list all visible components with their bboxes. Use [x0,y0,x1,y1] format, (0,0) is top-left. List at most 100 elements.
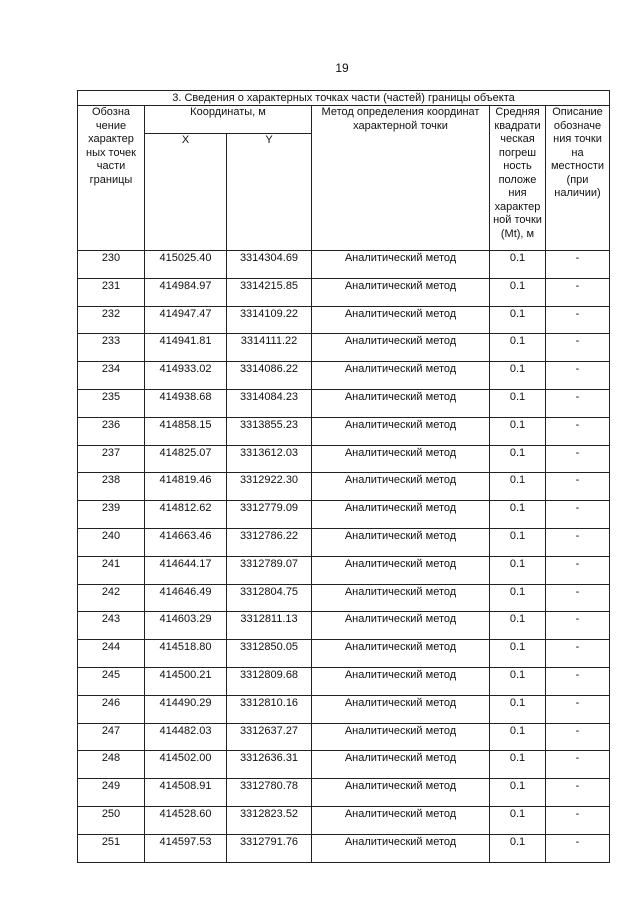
table-row: 231 414984.97 3314215.85 Аналитический мето… [77,277,610,307]
cell-point-id: 239 [77,500,145,529]
cell-mt-error: 0.1 [489,444,546,474]
cell-description: - [545,805,610,835]
cell-description: - [545,555,610,585]
cell-mt-error: 0.1 [489,805,546,835]
cell-method: Аналитический метод [311,333,490,363]
cell-method: Аналитический метод [311,250,490,279]
page-number: 19 [335,61,349,75]
cell-description: - [545,833,610,863]
cell-coord-x: 414858.15 [144,416,227,446]
cell-mt-error: 0.1 [489,833,546,863]
cell-mt-error: 0.1 [489,555,546,585]
cell-coord-y: 3312780.78 [226,778,312,807]
cell-method: Аналитический метод [311,583,490,613]
cell-description: - [545,444,610,474]
cell-description: - [545,750,610,780]
cell-coord-x: 414597.53 [144,833,227,863]
cell-coord-y: 3314084.23 [226,388,312,418]
cell-mt-error: 0.1 [489,500,546,529]
cell-point-id: 251 [77,833,145,863]
cell-point-id: 250 [77,805,145,835]
cell-description: - [545,333,610,363]
cell-mt-error: 0.1 [489,333,546,363]
cell-method: Аналитический метод [311,305,490,335]
table-row: 238 414819.46 3312922.30 Аналитический мето… [77,472,610,502]
cell-mt-error: 0.1 [489,694,546,724]
table-row: 247 414482.03 3312637.27 Аналитический мето… [77,722,610,752]
cell-point-id: 234 [77,361,145,390]
cell-coord-x: 414646.49 [144,583,227,613]
cell-description: - [545,778,610,807]
cell-method: Аналитический метод [311,805,490,835]
cell-coord-x: 414819.46 [144,472,227,502]
cell-method: Аналитический метод [311,666,490,696]
cell-point-id: 236 [77,416,145,446]
cell-method: Аналитический метод [311,694,490,724]
cell-coord-x: 414947.47 [144,305,227,335]
cell-coord-x: 414663.46 [144,527,227,557]
cell-coord-x: 414644.17 [144,555,227,585]
cell-coord-x: 414528.60 [144,805,227,835]
cell-mt-error: 0.1 [489,250,546,279]
header-designation: Обозна чение характер ных точек части гр… [77,105,145,251]
cell-description: - [545,416,610,446]
cell-coord-y: 3312922.30 [226,472,312,502]
cell-description: - [545,583,610,613]
cell-mt-error: 0.1 [489,722,546,752]
cell-coord-x: 414500.21 [144,666,227,696]
cell-coord-y: 3312791.76 [226,833,312,863]
cell-point-id: 231 [77,277,145,307]
cell-coord-x: 414490.29 [144,694,227,724]
cell-point-id: 235 [77,388,145,418]
header-x: X [144,133,227,251]
cell-mt-error: 0.1 [489,416,546,446]
cell-coord-y: 3312637.27 [226,722,312,752]
cell-coord-x: 414603.29 [144,611,227,641]
table-row: 246 414490.29 3312810.16 Аналитический мето… [77,694,610,724]
table-row: 250 414528.60 3312823.52 Аналитический мето… [77,805,610,835]
cell-coord-y: 3312789.07 [226,555,312,585]
cell-mt-error: 0.1 [489,639,546,668]
cell-description: - [545,361,610,390]
cell-description: - [545,527,610,557]
cell-point-id: 248 [77,750,145,780]
cell-coord-y: 3312850.05 [226,639,312,668]
table-row: 241 414644.17 3312789.07 Аналитический мето… [77,555,610,585]
table-row: 249 414508.91 3312780.78 Аналитический мето… [77,778,610,807]
cell-point-id: 249 [77,778,145,807]
cell-description: - [545,666,610,696]
cell-method: Аналитический метод [311,778,490,807]
cell-point-id: 232 [77,305,145,335]
cell-mt-error: 0.1 [489,583,546,613]
cell-coord-x: 414482.03 [144,722,227,752]
cell-description: - [545,694,610,724]
cell-coord-y: 3312786.22 [226,527,312,557]
cell-coord-y: 3314215.85 [226,277,312,307]
cell-method: Аналитический метод [311,527,490,557]
table-row: 234 414933.02 3314086.22 Аналитический мето… [77,361,610,390]
boundary-points-table: 3. Сведения о характерных точках части (… [77,90,610,863]
cell-method: Аналитический метод [311,416,490,446]
table-row: 233 414941.81 3314111.22 Аналитический мето… [77,333,610,363]
cell-coord-y: 3314111.22 [226,333,312,363]
cell-method: Аналитический метод [311,722,490,752]
cell-description: - [545,250,610,279]
cell-coord-y: 3312809.68 [226,666,312,696]
cell-mt-error: 0.1 [489,611,546,641]
cell-coord-x: 414825.07 [144,444,227,474]
cell-method: Аналитический метод [311,472,490,502]
cell-description: - [545,388,610,418]
cell-coord-y: 3313855.23 [226,416,312,446]
cell-description: - [545,639,610,668]
cell-coord-x: 414508.91 [144,778,227,807]
cell-description: - [545,472,610,502]
table-row: 232 414947.47 3314109.22 Аналитический мето… [77,305,610,335]
cell-point-id: 230 [77,250,145,279]
cell-description: - [545,277,610,307]
cell-coord-y: 3312779.09 [226,500,312,529]
header-error: Средняя квадрати ческая погреш ность пол… [489,105,546,251]
table-title: 3. Сведения о характерных точках части (… [77,90,610,106]
cell-coord-y: 3312810.16 [226,694,312,724]
cell-method: Аналитический метод [311,833,490,863]
cell-point-id: 245 [77,666,145,696]
